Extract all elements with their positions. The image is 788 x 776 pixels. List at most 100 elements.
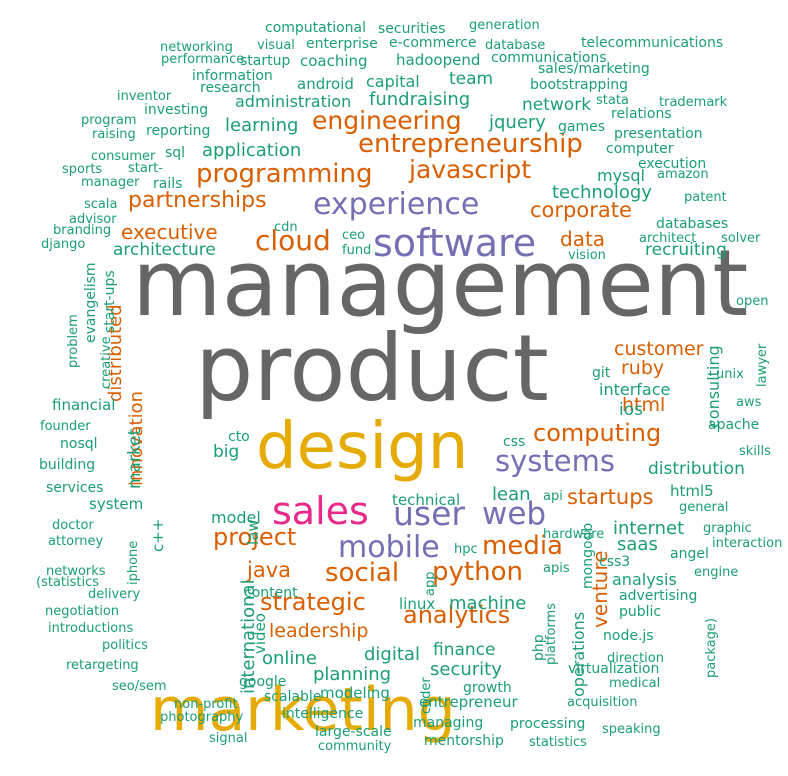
word-lawyer: lawyer [755, 343, 770, 387]
word-sports: sports [62, 162, 103, 177]
word-content: content [244, 585, 298, 601]
word-photography: photography [160, 710, 244, 725]
word-executive: executive [121, 220, 218, 244]
word-google: google [239, 674, 287, 690]
word-interaction: interaction [712, 536, 783, 551]
word-team: team [449, 69, 494, 89]
word-e-commerce: e-commerce [389, 35, 477, 51]
word-android: android [297, 75, 354, 93]
word-investing: investing [144, 102, 209, 118]
word-computer: computer [606, 141, 674, 157]
word-doctor: doctor [52, 518, 94, 533]
word-financial: financial [52, 396, 116, 414]
word-digital: digital [364, 644, 420, 665]
word-jquery: jquery [489, 112, 546, 133]
word-git: git [592, 365, 611, 381]
word-capital: capital [366, 72, 420, 91]
word-non-profit: non-profit [174, 697, 238, 712]
word-signal: signal [209, 731, 248, 746]
word-public: public [619, 604, 662, 620]
word-managing: managing [413, 715, 484, 731]
word-open: open [736, 294, 769, 309]
word-partnerships: partnerships [128, 188, 267, 213]
word-rails: rails [153, 176, 183, 192]
word-execution: execution [638, 156, 707, 172]
word-statistics: statistics [529, 735, 587, 750]
word-database: database [485, 38, 546, 53]
word-processing: processing [510, 716, 586, 732]
word-system: system [89, 495, 144, 513]
word-scala: scala [84, 197, 118, 212]
word-security: security [430, 659, 502, 680]
word-planning: planning [313, 664, 392, 685]
word-nosql: nosql [60, 436, 98, 452]
word-big: big [213, 442, 240, 462]
word-computational: computational [265, 20, 367, 36]
word-networking: networking [160, 40, 233, 55]
word-c: c++ [149, 518, 167, 552]
word-solver: solver [721, 231, 761, 246]
word-start-ups: start-ups [102, 270, 118, 333]
word-programming: programming [196, 159, 373, 189]
word-statistics: (statistics [36, 575, 100, 590]
word-interface: interface [599, 380, 671, 399]
word-online: online [262, 648, 317, 669]
word-advisor: advisor [69, 212, 117, 227]
word-finance: finance [433, 640, 496, 660]
word-intelligence: intelligence [282, 706, 364, 722]
word-community: community [318, 739, 392, 754]
word-startups: startups [567, 485, 654, 509]
word-javascript: javascript [409, 155, 532, 184]
word-problem: problem [66, 314, 81, 368]
word-politics: politics [102, 638, 149, 653]
word-data: data [560, 227, 606, 251]
word-reporting: reporting [146, 123, 211, 139]
word-databases: databases [656, 216, 729, 232]
word-graphic: graphic [703, 521, 752, 536]
word-stata: stata [596, 93, 629, 108]
word-general: general [679, 500, 729, 515]
word-performance: performance [161, 52, 245, 67]
word-fundraising: fundraising [369, 89, 471, 110]
word-software: software [373, 221, 537, 265]
word-presentation: presentation [614, 126, 703, 142]
word-sql: sql [165, 145, 186, 161]
word-trademark: trademark [659, 95, 728, 110]
word-start: start- [128, 161, 163, 176]
word-founder: founder [40, 419, 91, 434]
word-css3: css3 [599, 554, 631, 570]
word-creative: creative [99, 336, 114, 389]
word-project: project [213, 523, 297, 551]
word-entrepreneur: entrepreneur [419, 693, 518, 711]
word-lean: lean [492, 484, 531, 505]
word-large-scale: large-scale [315, 724, 392, 740]
word-customer: customer [614, 338, 704, 360]
word-cloud: cloud [255, 224, 331, 257]
word-network: network [522, 95, 592, 115]
word-networks: networks [46, 564, 106, 579]
word-entrepreneurship: entrepreneurship [358, 129, 583, 159]
word-evangelism: evangelism [83, 262, 99, 343]
word-distribution: distribution [648, 459, 745, 479]
word-relations: relations [611, 106, 672, 122]
word-information: information [192, 68, 273, 84]
word-raising: raising [92, 127, 136, 142]
word-python: python [432, 557, 523, 587]
word-cto: cto [228, 429, 250, 445]
word-vision: vision [568, 248, 606, 263]
word-mentorship: mentorship [424, 733, 504, 749]
word-systems: systems [495, 444, 615, 478]
word-learning: learning [225, 115, 299, 136]
word-video: video [251, 613, 269, 654]
word-mongodb: mongodb [580, 522, 596, 589]
word-api: api [543, 489, 563, 504]
word-django: django [41, 237, 86, 252]
word-administration: administration [235, 92, 352, 111]
word-ios: ios [619, 400, 643, 420]
word-unix: unix [716, 367, 744, 382]
word-recruiting: recruiting [645, 240, 727, 260]
word-iphone: iphone [126, 540, 141, 585]
word-advertising: advertising [619, 588, 698, 604]
word-services: services [46, 480, 104, 496]
word-app: app [423, 571, 438, 596]
